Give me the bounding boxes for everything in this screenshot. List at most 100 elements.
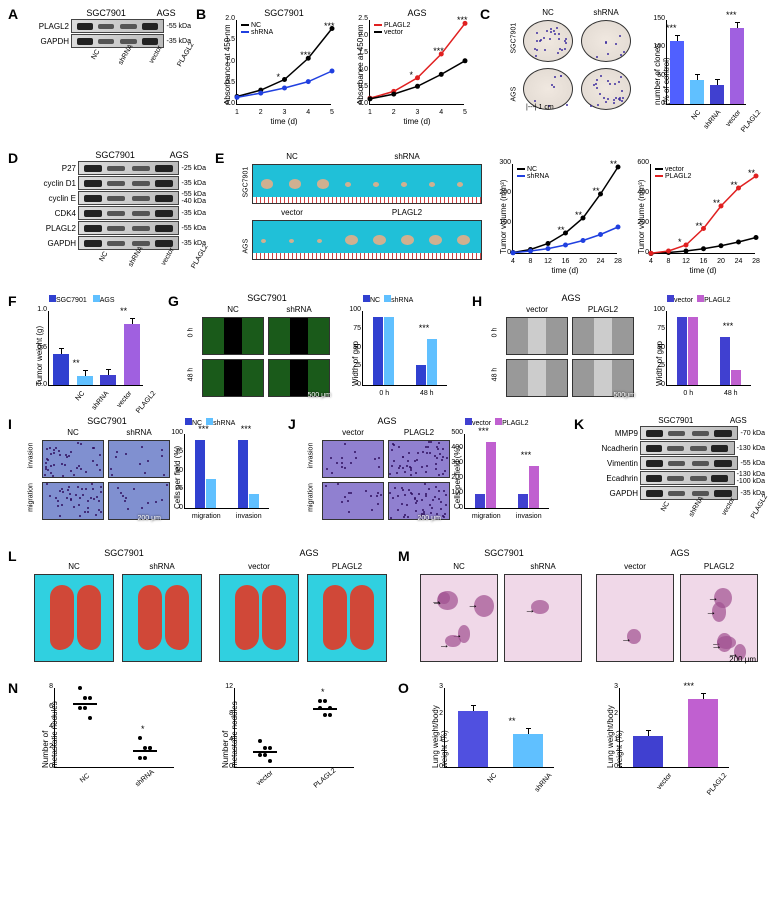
y-tick: 50 [645,344,665,351]
scale-bar: 200 μm [138,515,162,522]
blot-label: P27 [26,164,78,173]
x-tick: 28 [750,258,762,265]
panel-f: Tumor weight (g)0.00.51.0NC**shRNAvector… [26,293,161,408]
bar [633,736,663,767]
row-label: SGC7901 [243,158,250,198]
x-tick: 5 [459,109,471,116]
mean-line [133,750,157,752]
bar [730,28,744,104]
micrograph [322,440,384,478]
significance-stars: ** [575,210,582,220]
blot-size: -55 kDa -40 kDa [179,191,206,205]
significance-stars: ** [73,358,80,368]
y-tick: 3 [423,683,443,690]
blot-image [640,456,738,470]
significance-stars: *** [324,21,335,31]
significance-stars: ** [731,180,738,190]
row-label: 0 h [188,318,195,348]
he-micrograph: →→→→→ [680,574,758,662]
tumor-photo [252,220,482,260]
y-tick: 8 [219,710,233,717]
bar [238,440,248,508]
column-label: NC [202,305,264,314]
micrograph [42,440,104,478]
x-tick: invasion [509,513,549,520]
y-tick: 0.5 [217,79,235,86]
chart-title: AGS [370,8,464,18]
panel-label-h: H [472,293,482,309]
x-tick: shRNA [522,772,553,807]
y-tick: 50 [163,467,183,474]
x-tick: 2 [388,109,400,116]
y-tick: 1.0 [217,58,235,65]
clone-well-image [581,68,631,110]
y-tick: 2.5 [350,15,368,22]
y-tick: 0 [645,381,665,388]
y-tick: 4 [39,723,53,730]
significance-stars: * [321,687,325,697]
data-point [83,706,87,710]
blot-image [78,206,179,220]
blot-label: GAPDH [590,489,640,498]
row-label: SGC7901 [511,14,518,54]
y-tick: 0 [163,504,183,511]
x-tick: 1 [364,109,376,116]
panel-label-b: B [196,6,206,22]
scale-bar: 200 μm [729,655,756,664]
y-tick: 400 [631,189,649,196]
x-tick: 1 [231,109,243,116]
row-label: AGS [511,62,518,102]
cell-line-title: AGS [506,293,636,303]
x-tick: 24 [733,258,745,265]
lung-photo [122,574,202,662]
scale-bar: 500μm [613,392,635,399]
significance-stars: ** [509,716,516,726]
x-tick: 24 [595,258,607,265]
x-tick: NC [67,763,102,794]
blot-label: Ncadherin [590,444,640,453]
panel-label-i: I [8,416,12,432]
blot-label: MMP9 [590,429,640,438]
blot-image [78,191,179,205]
bar [518,494,528,508]
panel-label-f: F [8,293,17,309]
y-tick: 100 [645,306,665,313]
he-micrograph: → [504,574,582,662]
data-point [78,686,82,690]
x-tick: PLAGL2 [307,763,342,794]
y-tick: 4 [219,736,233,743]
panel-label-l: L [8,548,17,564]
x-tick: 20 [715,258,727,265]
micrograph [322,482,384,520]
chart-legend: PLAGL2 vector [374,22,410,36]
y-tick: 0.0 [27,381,47,388]
y-tick: 3 [598,683,618,690]
data-point [148,746,152,750]
micrograph [108,440,170,478]
y-tick: 25 [341,362,361,369]
bar [100,375,116,385]
chart-legend: NC shRNA [517,166,549,180]
y-tick: 0 [443,504,463,511]
bar [124,324,140,386]
scale-bar: 200 μm [418,515,442,522]
mean-line [313,708,337,710]
significance-stars: *** [726,10,737,20]
data-point [258,739,262,743]
blot-label: PLAGL2 [26,22,71,31]
micrograph [268,317,330,355]
y-tick: 75 [645,325,665,332]
y-tick: 50 [645,72,665,79]
chart-title: SGC7901 [237,8,331,18]
bar [206,479,216,508]
panel-label-m: M [398,548,410,564]
blot-image [640,426,738,440]
bar [475,494,485,508]
bar [690,80,704,104]
panel-l: SGC7901NCshRNAAGSvectorPLAGL2 [24,548,394,668]
y-tick: 1.0 [27,306,47,313]
column-label: vector [506,305,568,314]
column-label: NC [34,562,114,571]
column-label: vector [596,562,674,571]
micrograph [202,359,264,397]
